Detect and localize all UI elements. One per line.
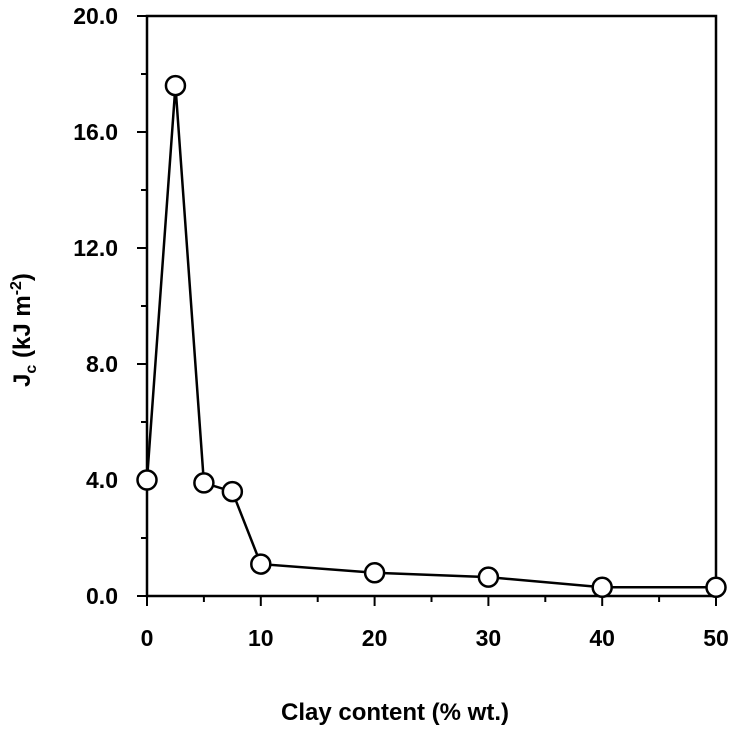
y-axis-title-main: J bbox=[9, 374, 36, 387]
data-point bbox=[591, 576, 613, 599]
data-point bbox=[164, 74, 187, 97]
y-axis-title-superscript: -2 bbox=[8, 281, 25, 295]
plot-frame bbox=[145, 14, 718, 598]
x-axis-tick-labels: 0 10 20 30 40 50 bbox=[141, 625, 729, 651]
x-tick-label: 10 bbox=[248, 625, 274, 651]
y-tick-label: 8.0 bbox=[86, 351, 118, 377]
x-tick-label: 30 bbox=[476, 625, 502, 651]
data-point bbox=[705, 576, 727, 599]
y-axis-tick-labels: 0.0 4.0 8.0 12.0 16.0 20.0 bbox=[73, 3, 118, 609]
x-tick-label: 0 bbox=[141, 625, 154, 651]
y-axis-title-subscript: c bbox=[23, 365, 40, 374]
data-point bbox=[193, 472, 215, 494]
y-axis-title-close: ) bbox=[9, 273, 36, 281]
y-tick-label: 16.0 bbox=[73, 119, 118, 145]
data-point bbox=[363, 562, 386, 584]
x-tick-label: 50 bbox=[703, 625, 729, 651]
y-axis-title-unit: (kJ m bbox=[9, 295, 36, 364]
series-group bbox=[136, 74, 727, 599]
data-point bbox=[136, 469, 158, 491]
x-axis-title: Clay content (% wt.) bbox=[281, 699, 509, 726]
x-tick-label: 20 bbox=[362, 625, 388, 651]
x-axis-ticks bbox=[146, 596, 717, 606]
data-point bbox=[250, 553, 272, 575]
x-tick-label: 40 bbox=[589, 625, 615, 651]
y-tick-label: 4.0 bbox=[86, 467, 118, 493]
series-line bbox=[145, 85, 716, 589]
y-axis-ticks bbox=[137, 15, 147, 597]
y-tick-label: 20.0 bbox=[73, 3, 118, 29]
y-tick-label: 0.0 bbox=[86, 583, 118, 609]
data-point bbox=[221, 480, 244, 503]
y-tick-label: 12.0 bbox=[73, 235, 118, 261]
y-axis-title: Jc (kJ m-2) bbox=[8, 273, 40, 387]
data-point bbox=[477, 566, 500, 588]
